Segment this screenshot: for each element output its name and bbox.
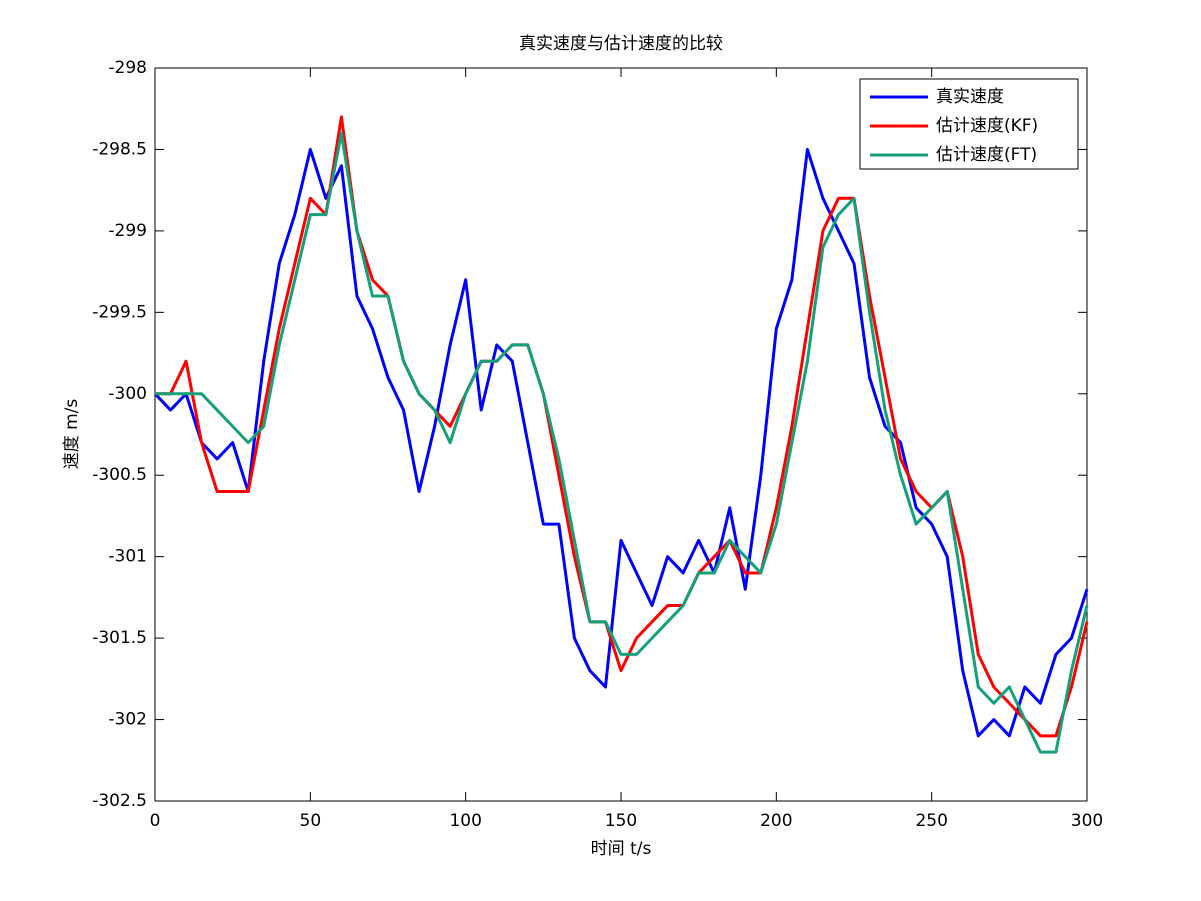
x-tick-label: 250 (915, 811, 947, 831)
x-tick-label: 300 (1071, 811, 1103, 831)
series-line (153, 147, 1089, 738)
y-tick-label: -300 (108, 384, 147, 404)
y-tick-label: -298 (108, 58, 147, 78)
x-tick-label: 200 (760, 811, 792, 831)
y-tick-label: -298.5 (92, 139, 147, 159)
y-tick-label: -301.5 (92, 628, 147, 648)
legend-label: 估计速度(KF) (936, 116, 1038, 136)
legend-label: 真实速度 (936, 87, 1004, 107)
x-axis-label: 时间 t/s (591, 839, 652, 859)
y-tick-label: -299 (108, 221, 147, 241)
x-tick-label: 100 (449, 811, 481, 831)
plot-area (154, 67, 1088, 802)
series-line (155, 131, 1089, 754)
y-tick-label: -302.5 (92, 791, 147, 811)
x-tick-label: 0 (150, 811, 161, 831)
x-tick-label: 150 (605, 811, 637, 831)
y-tick-label: -299.5 (92, 302, 147, 322)
chart-title: 真实速度与估计速度的比较 (519, 34, 723, 54)
y-tick-label: -301 (108, 547, 147, 567)
y-tick-label: -300.5 (92, 465, 147, 485)
y-axis-label: 速度 m/s (62, 399, 82, 470)
x-tick-label: 50 (300, 811, 322, 831)
legend-label: 估计速度(FT) (936, 145, 1037, 165)
y-tick-label: -302 (108, 710, 147, 730)
